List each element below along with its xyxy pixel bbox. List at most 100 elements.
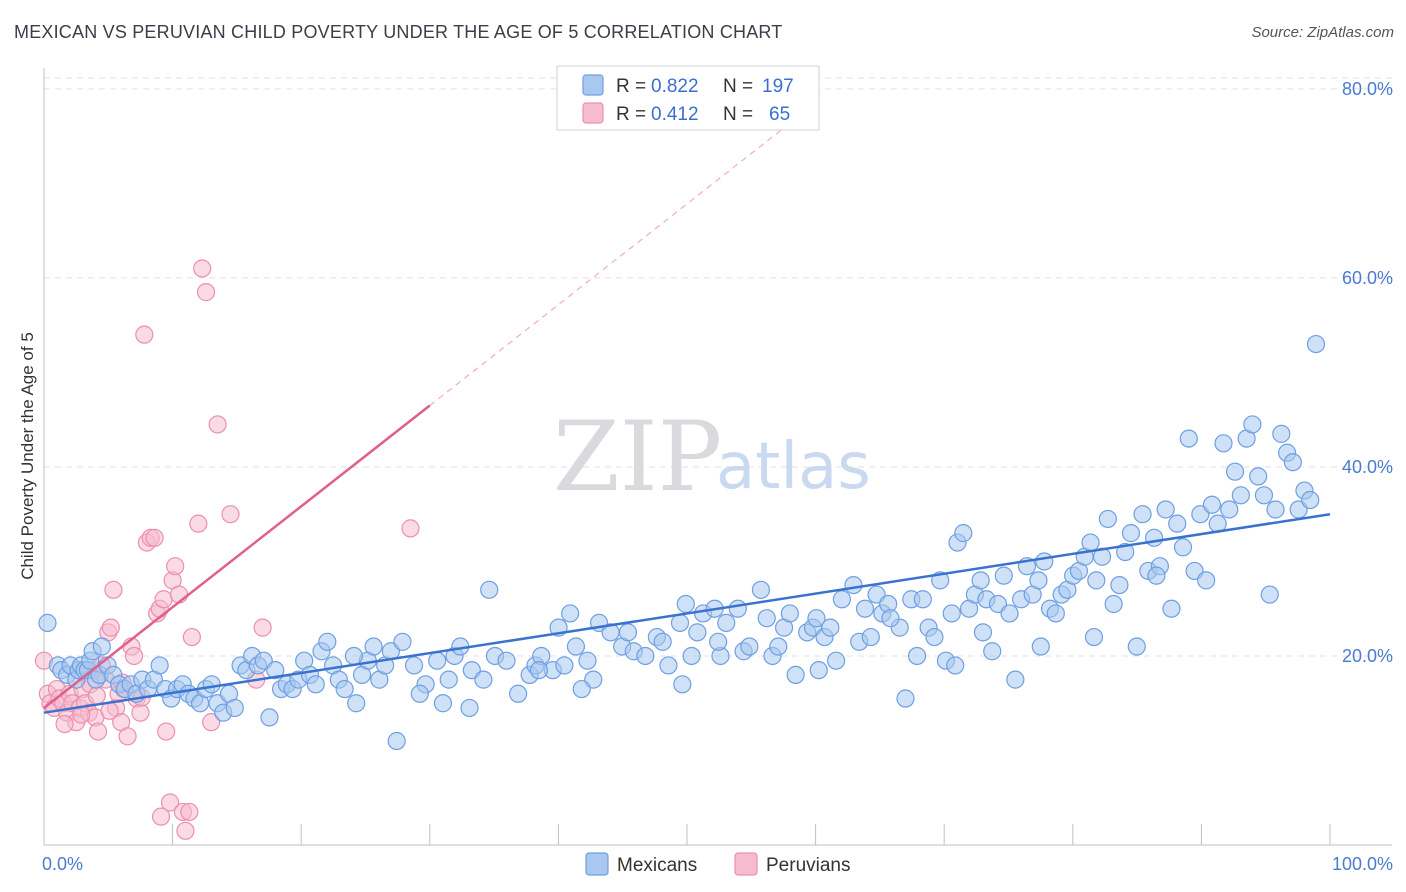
mexicans-point — [260, 708, 279, 727]
mexicans-point — [474, 670, 493, 689]
legend-n-label: N = — [723, 76, 753, 97]
mexicans-point — [832, 590, 851, 609]
mexicans-point — [1173, 538, 1193, 557]
peruvians-point — [154, 590, 173, 609]
mexicans-point — [347, 694, 366, 713]
x-tick-label: 0.0% — [42, 854, 83, 874]
mexicans-point — [1110, 575, 1129, 595]
peruvians-point — [55, 714, 74, 734]
mexicans-point — [896, 689, 915, 708]
mexicans-point — [807, 609, 826, 628]
bottom-legend: Mexicans Peruvians — [585, 852, 851, 876]
mexicans-point — [529, 661, 549, 680]
mexicans-point — [1220, 500, 1239, 519]
mexicans-point — [946, 656, 965, 675]
mexicans-point — [439, 670, 458, 689]
y-axis-title: Child Poverty Under the Age of 5 — [18, 332, 37, 580]
mexicans-point — [688, 623, 707, 642]
mexicans-point — [335, 679, 354, 699]
mexicans-point — [1306, 334, 1326, 354]
mexicans-point — [1197, 571, 1216, 590]
mexicans-point — [1006, 670, 1025, 689]
legend-n-value: 197 — [762, 76, 794, 97]
bottom-legend-swatch-peruvians — [734, 852, 758, 876]
mexicans-point — [821, 618, 840, 637]
mexicans-point — [1283, 453, 1302, 472]
mexicans-point — [428, 651, 447, 670]
mexicans-point — [150, 656, 169, 675]
mexicans-point — [202, 675, 221, 694]
peruvians-point — [131, 703, 150, 722]
watermark: ZIP atlas — [553, 401, 871, 513]
mexicans-point — [1243, 415, 1262, 434]
mexicans-point — [994, 566, 1013, 585]
mexicans-point — [480, 580, 499, 599]
mexicans-point — [225, 698, 244, 718]
mexicans-point — [827, 651, 846, 670]
mexicans-point — [1000, 604, 1019, 623]
mexicans-point — [578, 651, 597, 670]
mexicans-point — [1081, 533, 1100, 552]
mexicans-point — [881, 609, 900, 628]
trend-lines — [43, 102, 1331, 714]
peruvians-point — [176, 821, 195, 840]
peruvians-point — [124, 646, 144, 666]
mexicans-point — [1084, 627, 1104, 647]
mexicans-point — [670, 613, 690, 632]
mexicans-point — [393, 632, 412, 651]
peruvians-point — [193, 259, 212, 278]
mexicans-point — [318, 632, 337, 651]
peruvians-point — [253, 618, 272, 637]
mexicans-point — [1254, 486, 1274, 505]
mexicans-point — [1104, 594, 1123, 614]
peruvians-point — [166, 557, 185, 576]
peruvians-point — [135, 325, 154, 344]
mexicans-trend-line — [43, 512, 1331, 714]
bottom-legend-label-mexicans: Mexicans — [617, 855, 697, 876]
mexicans-point — [653, 632, 672, 651]
mexicans-point — [497, 651, 516, 670]
mexicans-point — [636, 646, 655, 666]
mexicans-point — [1179, 429, 1198, 448]
watermark-zip: ZIP — [553, 401, 722, 513]
mexicans-point — [555, 656, 574, 675]
mexicans-point — [364, 637, 383, 656]
y-tick-label: 60.0% — [1342, 268, 1393, 288]
mexicans-point — [861, 627, 880, 647]
peruvians-point — [118, 727, 137, 746]
mexicans-point — [1145, 528, 1164, 547]
mexicans-point — [673, 675, 692, 694]
mexicans-point — [973, 623, 993, 642]
x-tick-labels: 0.0% 100.0% — [42, 854, 1393, 874]
mexicans-point — [1272, 424, 1291, 443]
top-legend: R = 0.822 N = 197 R = 0.412 N = 65 — [556, 65, 820, 131]
mexicans-point — [1231, 486, 1250, 505]
legend-r-value: 0.412 — [651, 104, 699, 125]
peruvians-point — [196, 283, 216, 302]
peruvians-point — [208, 415, 227, 434]
mexicans-point — [1035, 552, 1054, 571]
y-tick-label: 80.0% — [1342, 79, 1393, 99]
legend-swatch-peruvians — [582, 102, 604, 124]
mexicans-point — [306, 675, 325, 694]
mexicans-point — [1202, 495, 1222, 514]
mexicans-point — [1029, 571, 1048, 590]
peruvians-point — [169, 585, 189, 604]
legend-n-value: 65 — [769, 104, 790, 125]
mexicans-point — [717, 613, 736, 632]
mexicans-point — [561, 604, 580, 623]
mexicans-point — [659, 656, 678, 675]
peruvians-point — [202, 713, 221, 732]
mexicans-point — [751, 580, 771, 599]
peruvians-point — [101, 618, 120, 637]
mexicans-point — [509, 684, 528, 703]
mexicans-point — [1260, 585, 1279, 604]
mexicans-point — [709, 632, 728, 651]
mexicans-point — [844, 575, 863, 595]
mexicans-point — [92, 637, 111, 656]
y-tick-labels: 20.0% 40.0% 60.0% 80.0% — [1342, 79, 1393, 666]
mexicans-point — [618, 623, 638, 642]
mexicans-point — [1098, 509, 1117, 529]
axes — [43, 68, 1392, 846]
mexicans-point — [433, 694, 453, 713]
